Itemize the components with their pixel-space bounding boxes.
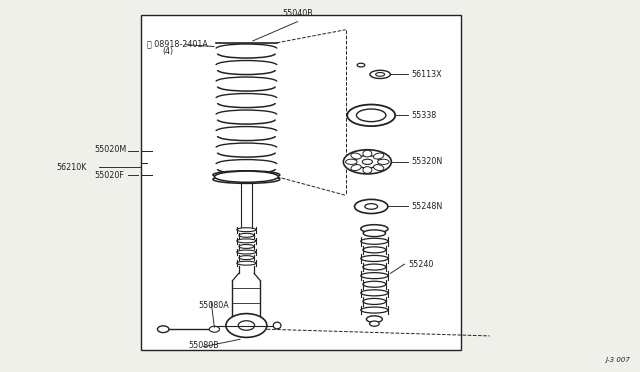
- Text: 55338: 55338: [412, 111, 436, 120]
- Ellipse shape: [226, 314, 267, 337]
- Ellipse shape: [355, 155, 380, 168]
- Ellipse shape: [363, 150, 372, 157]
- Text: 55040B: 55040B: [282, 9, 313, 18]
- Ellipse shape: [357, 63, 365, 67]
- Ellipse shape: [273, 322, 281, 329]
- Text: Ⓝ 08918-2401A: Ⓝ 08918-2401A: [147, 39, 208, 48]
- Ellipse shape: [347, 105, 396, 126]
- Ellipse shape: [369, 321, 379, 326]
- Ellipse shape: [366, 316, 383, 323]
- Ellipse shape: [364, 230, 385, 237]
- Ellipse shape: [374, 153, 384, 159]
- Bar: [141, 15, 461, 350]
- Ellipse shape: [343, 150, 391, 174]
- Text: 56113X: 56113X: [412, 70, 442, 79]
- Ellipse shape: [157, 326, 169, 333]
- Text: (4): (4): [162, 47, 173, 56]
- Ellipse shape: [351, 153, 361, 159]
- Ellipse shape: [374, 164, 384, 171]
- Ellipse shape: [214, 171, 278, 182]
- Ellipse shape: [351, 164, 361, 171]
- Ellipse shape: [370, 70, 390, 78]
- Ellipse shape: [346, 159, 357, 164]
- Ellipse shape: [209, 326, 220, 332]
- Text: 55080B: 55080B: [188, 341, 219, 350]
- Text: 56210K: 56210K: [56, 163, 86, 172]
- Text: 55248N: 55248N: [412, 202, 443, 211]
- Ellipse shape: [363, 167, 372, 173]
- Text: 55320N: 55320N: [412, 157, 443, 166]
- Ellipse shape: [356, 109, 386, 122]
- Text: 55020M: 55020M: [95, 145, 127, 154]
- Text: 55080A: 55080A: [198, 301, 229, 310]
- Ellipse shape: [362, 159, 372, 164]
- Ellipse shape: [213, 171, 280, 179]
- Text: J-3 007: J-3 007: [605, 357, 630, 363]
- Ellipse shape: [365, 204, 378, 209]
- Ellipse shape: [361, 225, 388, 233]
- Ellipse shape: [378, 159, 389, 164]
- Ellipse shape: [355, 199, 388, 214]
- Text: 55020F: 55020F: [95, 171, 125, 180]
- Ellipse shape: [238, 321, 255, 330]
- Ellipse shape: [376, 73, 385, 76]
- Ellipse shape: [213, 175, 280, 183]
- Text: 55240: 55240: [408, 260, 434, 269]
